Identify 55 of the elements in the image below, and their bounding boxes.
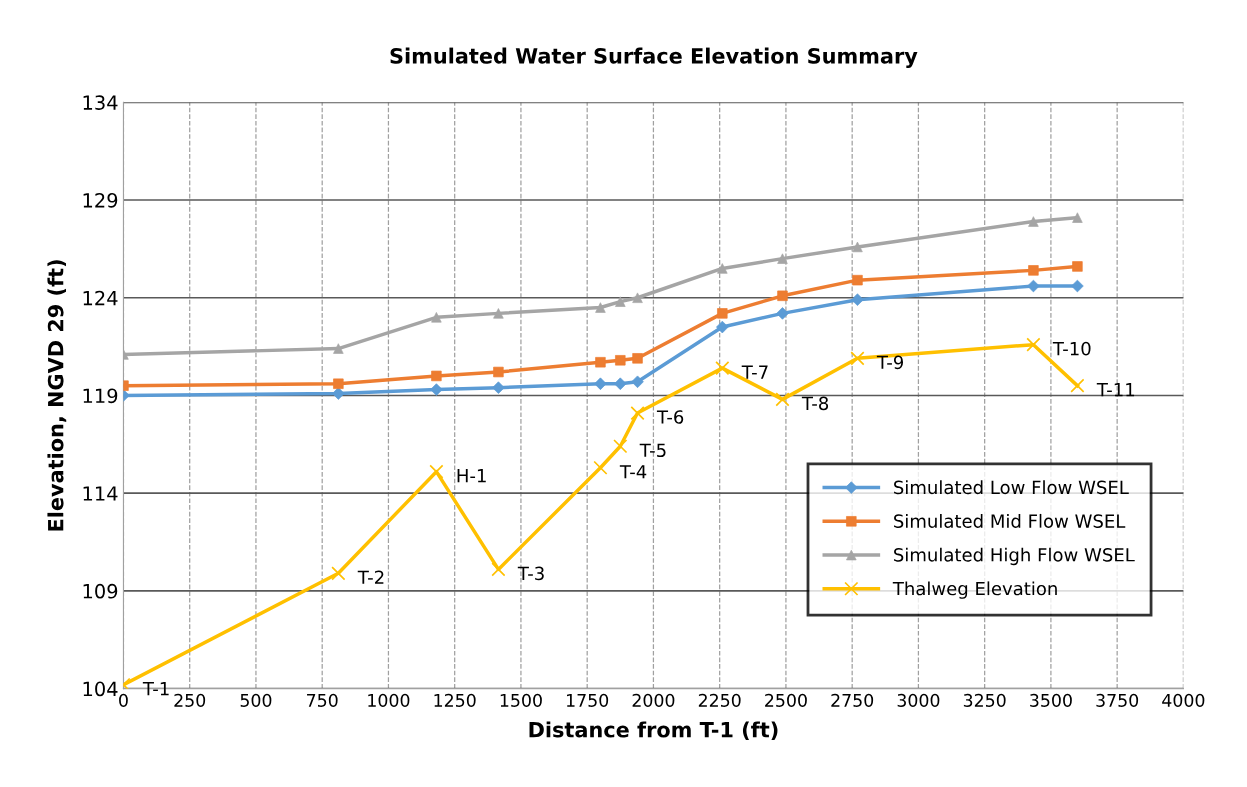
x-tick-label: 2000	[632, 693, 675, 707]
legend-label: Thalweg Elevation	[892, 581, 1057, 599]
y-tick-label: 114	[83, 486, 118, 501]
x-tick-label: 3250	[963, 693, 1006, 707]
point	[331, 566, 346, 581]
annotation: T-4	[619, 465, 647, 479]
x-tick-label: 1750	[567, 693, 609, 707]
point	[491, 562, 506, 577]
annotation: T-11	[1096, 383, 1135, 397]
x-tick-label: 250	[174, 693, 206, 707]
x-tick-label: 1000	[368, 693, 410, 707]
annotation: T-9	[876, 355, 904, 370]
point	[429, 464, 444, 479]
x-tick-label: 2250	[698, 693, 741, 707]
x-tick-label: 3750	[1096, 693, 1139, 707]
point	[715, 361, 730, 376]
annotation: T-2	[357, 570, 384, 584]
point	[850, 351, 865, 366]
annotation: H-1	[457, 469, 486, 483]
legend-label: Simulated High Flow WSEL	[894, 547, 1135, 566]
annotation: T-1	[142, 682, 169, 696]
annotation: T-8	[801, 396, 829, 411]
x-tick-label: 4000	[1162, 693, 1205, 707]
y-tick-label: 104	[83, 681, 118, 697]
annotation: T-7	[741, 365, 768, 379]
x-tick-label: 500	[240, 693, 272, 707]
x-tick-label: 750	[307, 693, 338, 707]
annotation: T-5	[639, 443, 666, 458]
x-tick-label: 0	[119, 693, 128, 707]
x-tick-label: 3000	[897, 693, 940, 707]
point	[630, 405, 645, 421]
y-tick-label: 129	[83, 192, 118, 208]
point	[775, 392, 790, 407]
x-axis-title: Distance from T-1 (ft)	[529, 721, 778, 740]
x-tick-label: 1500	[500, 693, 542, 707]
y-axis-title: Elevation, NGVD 29 (ft)	[47, 260, 67, 531]
legend-label: Simulated Low Flow WSEL	[894, 480, 1129, 495]
y-tick-label: 119	[83, 388, 118, 404]
chart-title: Simulated Water Surface Elevation Summary	[390, 47, 918, 68]
x-tick-label: 2500	[765, 693, 807, 707]
point	[615, 355, 626, 366]
x-tick-label: 2750	[831, 693, 874, 707]
legend-label: Simulated Mid Flow WSEL	[894, 513, 1126, 528]
point	[593, 460, 608, 475]
y-tick-label: 134	[83, 95, 118, 110]
x-tick-label: 1250	[434, 693, 476, 707]
annotation: T-3	[517, 566, 544, 581]
y-tick-label: 109	[83, 583, 118, 599]
annotation: T-10	[1052, 341, 1091, 356]
y-tick-label: 124	[83, 290, 118, 306]
point	[613, 439, 628, 454]
x-tick-label: 3500	[1030, 693, 1072, 707]
point	[1070, 378, 1085, 393]
annotation: T-6	[656, 410, 684, 424]
point	[1026, 337, 1041, 352]
